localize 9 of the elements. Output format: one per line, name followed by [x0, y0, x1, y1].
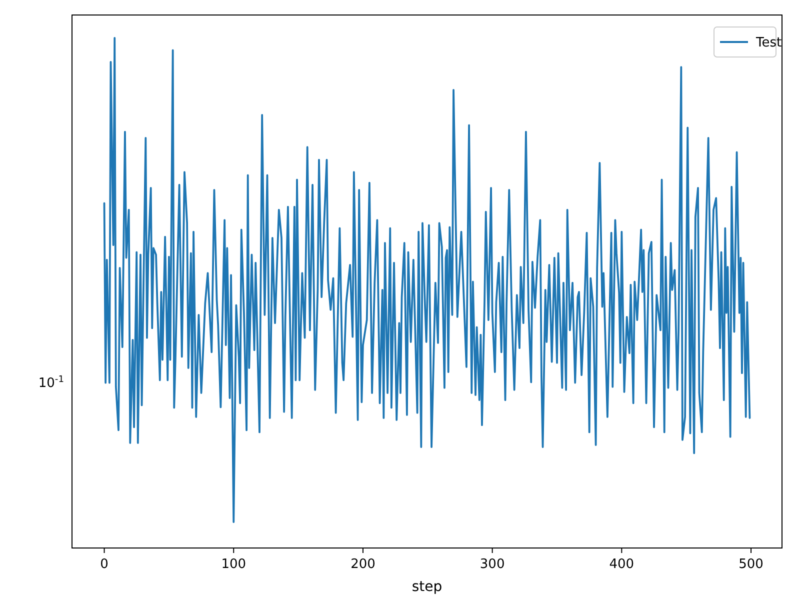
- x-tick-label: 300: [480, 557, 505, 572]
- x-tick-label: 200: [350, 557, 376, 572]
- legend-label: Test: [755, 36, 782, 51]
- x-tick-label: 100: [221, 557, 246, 572]
- x-tick-label: 500: [738, 557, 764, 572]
- x-tick-label: 400: [609, 557, 634, 572]
- text: 10$^{-1}$: [38, 374, 64, 391]
- x-tick-label: 0: [100, 557, 108, 572]
- x-axis-title: step: [412, 579, 442, 595]
